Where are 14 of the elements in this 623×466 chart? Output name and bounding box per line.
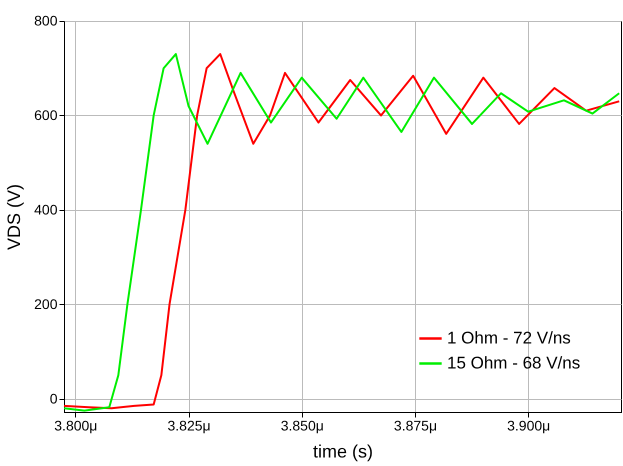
legend-label: 1 Ohm - 72 V/ns [447, 328, 571, 348]
y-tick-label: 800 [34, 12, 58, 28]
x-tick-label: 3.900μ [507, 418, 550, 434]
x-tick-label: 3.800μ [54, 418, 98, 434]
y-tick-label: 200 [34, 296, 58, 312]
y-axis-title: VDS (V) [4, 184, 24, 250]
x-tick-label: 3.825μ [167, 418, 211, 434]
x-axis-title: time (s) [313, 442, 373, 462]
x-tick-label: 3.875μ [394, 418, 438, 434]
legend-label: 15 Ohm - 68 V/ns [447, 354, 580, 372]
y-tick-label: 400 [34, 201, 58, 218]
y-tick-label: 0 [50, 390, 58, 406]
y-tick-label: 600 [34, 106, 58, 123]
x-tick-label: 3.850μ [280, 418, 324, 434]
